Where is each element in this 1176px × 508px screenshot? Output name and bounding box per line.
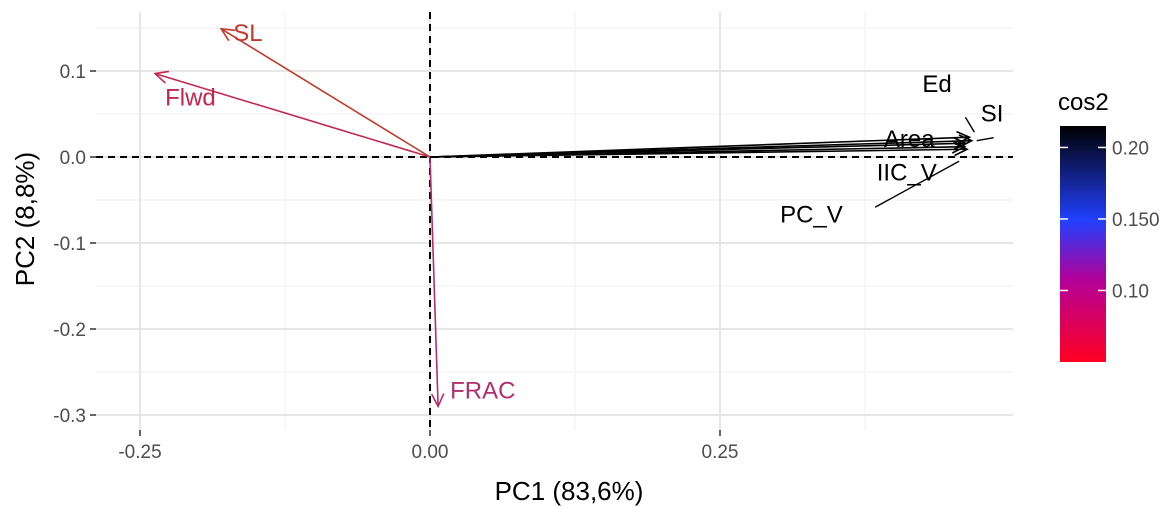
label-leader-ed: [964, 116, 976, 133]
label-si: SI: [981, 101, 1004, 128]
label-flwd: Flwd: [165, 85, 216, 112]
reference-lines: [96, 12, 1013, 430]
y-tick-label: 0.1: [60, 62, 86, 83]
legend-tick-label: 0.150: [1112, 210, 1160, 231]
y-axis-title: PC2 (8,8%): [10, 152, 40, 286]
legend-title: cos2: [1058, 89, 1109, 116]
arrow-pc-v: [429, 142, 969, 158]
arrow-frac: [429, 156, 445, 409]
label-leader-si: [976, 136, 994, 142]
x-tick-label: 0.25: [702, 442, 739, 463]
x-tick-label: -0.25: [118, 442, 161, 463]
x-tick-label: 0.00: [412, 442, 449, 463]
y-tick-label: -0.3: [53, 406, 86, 427]
x-axis-ticks: -0.25 0.00 0.25: [118, 430, 738, 463]
variable-labels: SL Flwd FRAC Ed SI Area IIC_V PC_V: [165, 20, 1003, 405]
label-area: Area: [884, 126, 935, 153]
label-sl: SL: [233, 20, 262, 47]
legend-tick-label: 0.20: [1112, 138, 1149, 159]
legend-ticks: 0.20 0.150 0.10: [1060, 138, 1160, 302]
y-tick-label: -0.1: [53, 234, 86, 255]
y-tick-label: 0.0: [60, 148, 86, 169]
label-frac: FRAC: [450, 377, 515, 404]
arrow-flwd: [153, 70, 431, 158]
plot-panel: [96, 12, 1013, 430]
panel-background: [96, 12, 1013, 430]
legend-tick-label: 0.10: [1112, 281, 1149, 302]
arrow-sl: [219, 27, 431, 158]
label-pc-v: PC_V: [780, 201, 843, 228]
x-axis-title: PC1 (83,6%): [495, 476, 644, 506]
y-axis-ticks: 0.1 0.0 -0.1 -0.2 -0.3: [53, 62, 96, 427]
variable-arrows: [153, 27, 974, 409]
label-ed: Ed: [922, 71, 951, 98]
label-iic-v: IIC_V: [877, 160, 937, 187]
label-leader-pc-v: [874, 160, 960, 208]
y-tick-label: -0.2: [53, 320, 86, 341]
color-legend: cos2 0.20 0.150 0.10: [1058, 89, 1160, 362]
legend-colorbar: [1060, 126, 1106, 362]
